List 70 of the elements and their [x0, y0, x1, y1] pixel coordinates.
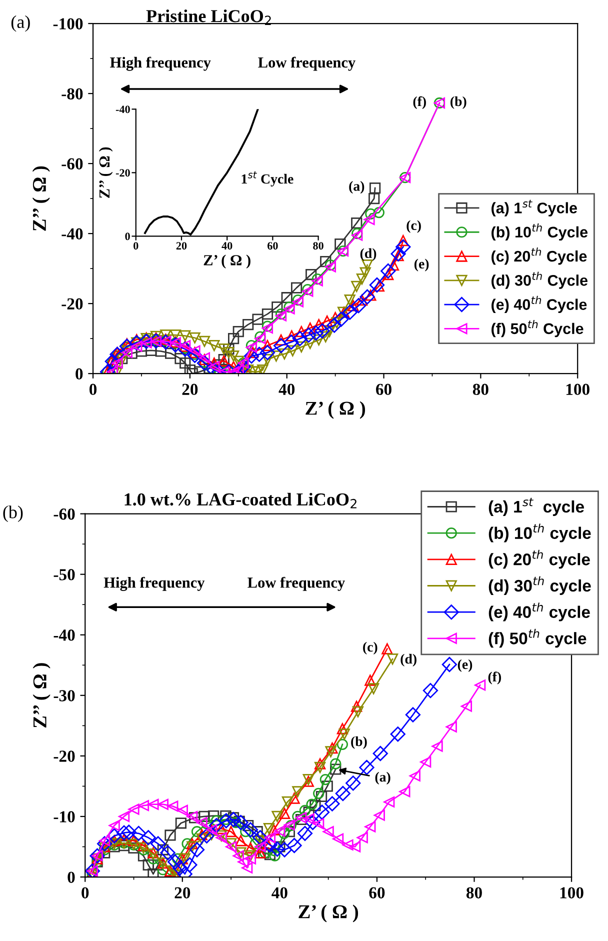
x-axis-title: Z’ ( Ω ): [204, 254, 250, 268]
x-tick-label: 0: [134, 242, 138, 250]
annotation: High frequency: [104, 576, 205, 591]
legend-label: (f) 50$^{th}$ Cycle: [492, 320, 584, 338]
annotation: 1$^{st}$ Cycle: [242, 171, 294, 187]
legend-label: (c) 20$^{th}$ cycle: [488, 550, 590, 569]
annotation: (d): [400, 654, 416, 666]
annotation: (e): [414, 258, 429, 272]
x-tick-label: 20: [182, 384, 198, 396]
x-tick-label: 20: [176, 242, 187, 250]
y-tick-label: -20: [62, 298, 83, 310]
y-tick-label: -20: [116, 169, 130, 177]
y-tick-label: -60: [62, 158, 83, 170]
annotation: (a): [349, 181, 364, 194]
y-tick-label: -30: [54, 690, 75, 702]
x-tick-label: 80: [313, 242, 324, 250]
text: (b): [3, 506, 23, 522]
y-tick-label: -50: [54, 569, 75, 580]
annotation: (d): [360, 248, 376, 261]
annotation: Low frequency: [258, 56, 356, 71]
x-axis-title: Z’ ( Ω ): [306, 401, 366, 419]
y-axis-title: Z’’ ( Ω ): [32, 166, 50, 231]
y-tick-label: -10: [54, 811, 75, 822]
legend-label: (e) 40$^{th}$ cycle: [488, 602, 590, 622]
annotation: (e): [458, 659, 472, 672]
y-tick-label: 0: [68, 872, 75, 883]
legend-label: (a) 1$^{st}$ cycle: [488, 498, 584, 516]
annotation: (f): [488, 672, 501, 684]
legend-label: (a) 1$^{st}$ Cycle: [492, 200, 577, 216]
annotation: (a): [375, 772, 390, 785]
y-tick-label: 0: [125, 232, 130, 240]
y-tick-label: 0: [76, 368, 83, 380]
legend-label: (d) 30$^{th}$ cycle: [488, 576, 591, 595]
legend-label: (f) 50$^{th}$ cycle: [488, 628, 586, 648]
y-tick-label: -40: [116, 106, 130, 114]
annotation: (b): [450, 96, 466, 109]
annotation: (f): [413, 96, 426, 110]
x-tick-label: 40: [272, 887, 288, 898]
x-tick-label: 20: [174, 887, 190, 898]
chart-title: 1.0 wt.% LAG-coated LiCoO$_{2}$: [124, 492, 356, 508]
annotation: (c): [363, 642, 378, 654]
x-tick-label: 40: [278, 384, 295, 396]
x-tick-label: 60: [369, 887, 385, 898]
x-tick-label: 40: [222, 242, 232, 250]
legend-label: (d) 30$^{th}$ Cycle: [492, 272, 588, 289]
x-tick-label: 60: [268, 242, 278, 250]
legend-label: (c) 20$^{th}$ Cycle: [492, 248, 587, 265]
y-tick-label: -80: [62, 88, 83, 100]
text: (a): [11, 15, 30, 32]
x-tick-label: 80: [466, 887, 482, 898]
x-tick-label: 0: [89, 384, 97, 396]
legend-label: (b) 10$^{th}$ cycle: [488, 524, 591, 542]
x-tick-label: 60: [376, 384, 392, 396]
y-tick-label: -60: [54, 508, 75, 520]
annotation: High frequency: [110, 56, 211, 71]
x-axis-title: Z’ ( Ω ): [298, 904, 358, 922]
y-axis-title: Z’’ ( Ω ): [98, 147, 113, 198]
legend-label: (b) 10$^{th}$ Cycle: [492, 223, 588, 241]
annotation: (c): [406, 220, 421, 233]
y-tick-label: -40: [62, 228, 83, 240]
annotation: (b): [351, 736, 367, 749]
y-tick-label: -20: [54, 750, 75, 762]
annotation: Low frequency: [248, 576, 345, 591]
y-axis-title: Z’’ ( Ω ): [32, 663, 50, 728]
y-tick-label: -40: [54, 630, 75, 641]
x-tick-label: 100: [560, 887, 584, 898]
legend-label: (e) 40$^{th}$ Cycle: [492, 296, 587, 313]
x-tick-label: 80: [472, 384, 488, 396]
x-tick-label: 100: [566, 384, 590, 396]
y-tick-label: -100: [53, 18, 83, 30]
